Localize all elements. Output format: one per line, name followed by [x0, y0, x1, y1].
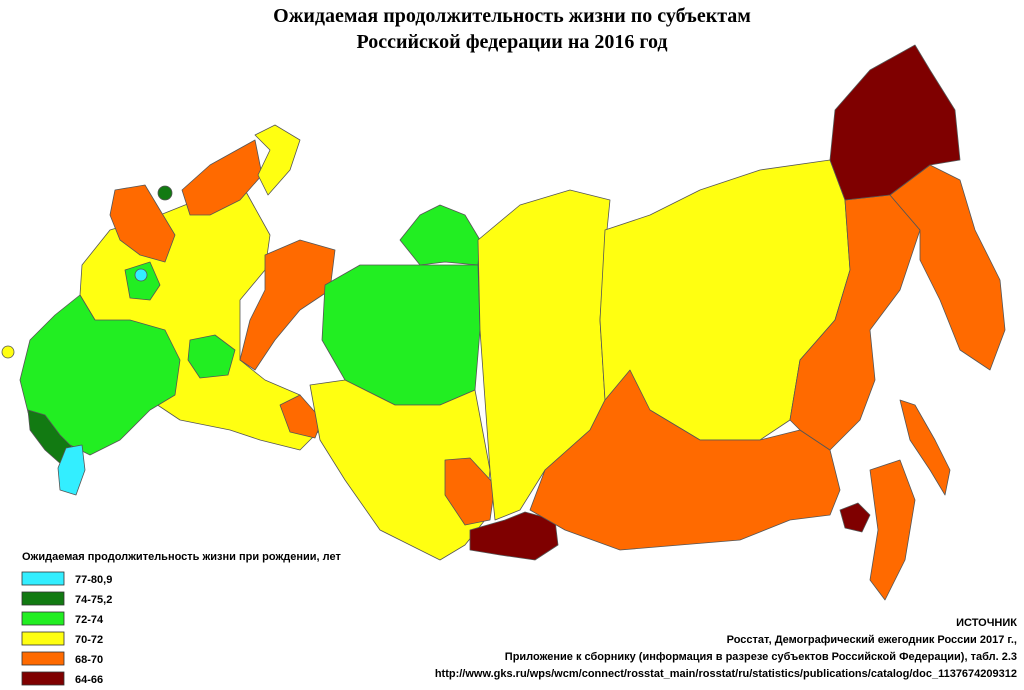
legend-swatch [21, 671, 65, 686]
legend: 77-80,9 74-75,2 72-74 70-72 68-70 64-66 [21, 571, 112, 686]
legend-swatch [21, 631, 65, 646]
region [839, 502, 871, 533]
legend-swatch [21, 571, 65, 586]
region [829, 44, 961, 201]
region [1, 345, 15, 359]
source-line: Приложение к сборнику (информация в разр… [505, 651, 1017, 663]
region [529, 369, 841, 551]
region [469, 511, 559, 561]
region [869, 459, 916, 601]
legend-label: 77-80,9 [75, 574, 112, 586]
legend-swatch [21, 611, 65, 626]
region [19, 294, 181, 456]
legend-title: Ожидаемая продолжительность жизни при ро… [22, 551, 341, 563]
legend-label: 70-72 [75, 634, 103, 646]
source: ИСТОЧНИК Росстат, Демографический ежегод… [435, 617, 1017, 680]
title-line: Ожидаемая продолжительность жизни по суб… [273, 5, 751, 27]
map [1, 44, 1006, 601]
region [444, 457, 496, 526]
legend-swatch [21, 651, 65, 666]
legend-label: 72-74 [75, 614, 104, 626]
region [789, 194, 921, 451]
region [899, 399, 951, 496]
region [239, 239, 336, 371]
legend-label: 74-75,2 [75, 594, 112, 606]
legend-label: 64-66 [75, 674, 103, 686]
source-line: Росстат, Демографический ежегодник Росси… [727, 634, 1017, 646]
region [889, 164, 1006, 371]
region [109, 184, 176, 263]
region [157, 185, 173, 201]
legend-swatch [21, 591, 65, 606]
title-line: Российской федерации на 2016 год [357, 31, 668, 53]
region [399, 204, 481, 266]
source-line: http://www.gks.ru/wps/wcm/connect/rossta… [435, 668, 1017, 680]
region [254, 124, 301, 196]
region [187, 334, 236, 379]
region [134, 268, 148, 282]
region [181, 139, 263, 216]
source-line: ИСТОЧНИК [956, 617, 1017, 629]
region [57, 444, 86, 496]
legend-label: 68-70 [75, 654, 103, 666]
